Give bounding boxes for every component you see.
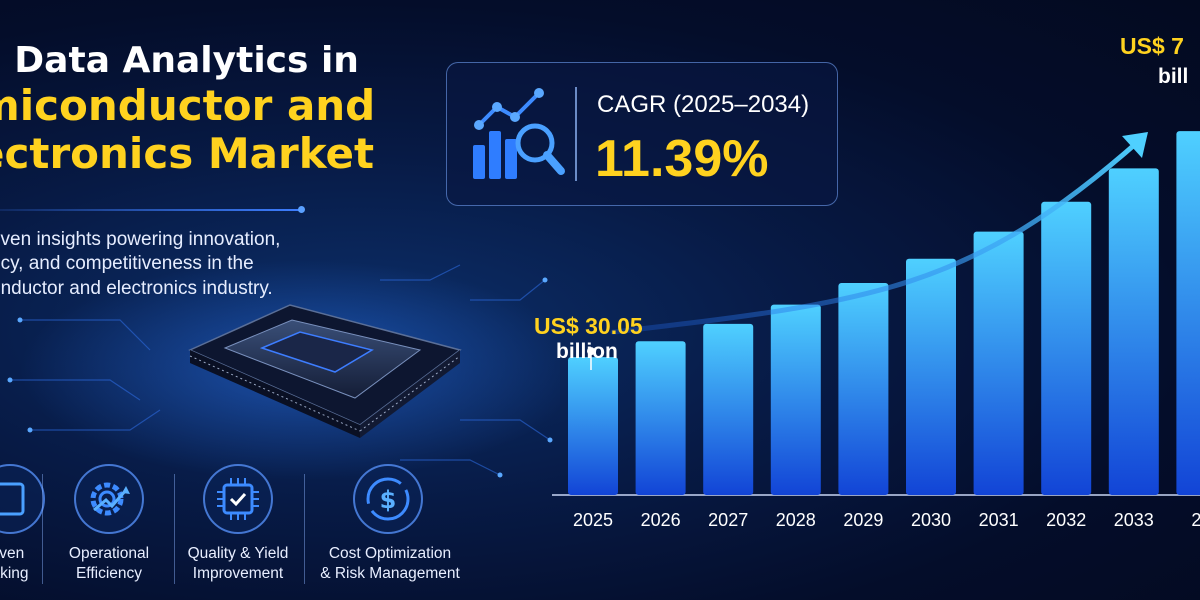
dollar-cycle-icon: $ [353, 464, 423, 534]
end-value-label: US$ 7 [1120, 33, 1184, 59]
chip-check-icon [203, 464, 273, 534]
title-line-3: ectronics Market [0, 129, 375, 179]
x-tick-label: 2030 [911, 510, 951, 530]
cagr-card: CAGR (2025–2034) 11.39% [446, 62, 838, 206]
benefit-1-line-2: aking [0, 565, 29, 583]
x-tick-label: 2033 [1114, 510, 1154, 530]
subtitle-line-2: ncy, and competitiveness in the [0, 253, 254, 275]
benefit-3-line-2: Improvement [192, 565, 284, 583]
trend-arrow [610, 137, 1143, 335]
bar-2033 [1108, 168, 1159, 496]
bar-2027 [703, 323, 754, 495]
trend-arrow-head [1122, 132, 1148, 158]
chip-illustration [7, 260, 560, 480]
title-underline-dot [298, 206, 305, 213]
analytics-chart-icon [473, 88, 565, 179]
benefit-2-line-2: Efficiency [75, 565, 143, 583]
x-tick-label: 2032 [1046, 510, 1086, 530]
x-tick-label: 20 [1191, 510, 1200, 530]
bar-2029 [838, 283, 889, 495]
x-tick-label: 2026 [641, 510, 681, 530]
end-unit-label: bill [1158, 65, 1189, 88]
start-unit-label: billion [556, 340, 618, 363]
bar-2031 [973, 231, 1024, 495]
bar-2026 [635, 341, 686, 495]
benefit-4-line-2: & Risk Management [320, 565, 460, 583]
bar-2030 [906, 258, 956, 495]
benefit-operational-efficiency: Operational Efficiency [39, 460, 179, 590]
bar-20 [1176, 131, 1200, 495]
benefit-divider [304, 474, 305, 584]
cagr-value: 11.39% [595, 130, 769, 188]
subtitle-line-1: riven insights powering innovation, [0, 229, 281, 250]
x-tick-label: 2028 [776, 510, 816, 530]
page-title: g Data Analytics in miconductor and ectr… [0, 40, 375, 179]
benefit-4-line-1: Cost Optimization [328, 545, 452, 562]
benefit-1-line-1: iven [0, 545, 25, 562]
benefit-3-line-1: Quality & Yield [187, 545, 289, 562]
cagr-divider [575, 87, 577, 181]
x-tick-label: 2031 [979, 510, 1019, 530]
benefit-divider [174, 474, 175, 584]
title-line-1: g Data Analytics in [0, 40, 359, 81]
benefit-2-line-1: Operational [68, 545, 150, 562]
subtitle: riven insights powering innovation, ncy,… [0, 228, 310, 301]
subtitle-line-3: onductor and electronics industry. [0, 277, 273, 299]
benefit-decision-making: iven aking [0, 460, 80, 590]
bar-2025 [568, 357, 618, 495]
x-tick-label: 2025 [573, 510, 613, 530]
x-tick-label: 2027 [708, 510, 748, 530]
title-underline [0, 209, 300, 211]
benefit-divider [42, 474, 43, 584]
benefit-quality-yield: Quality & Yield Improvement [168, 460, 308, 590]
cagr-label: CAGR (2025–2034) [597, 91, 810, 118]
benefits-row: iven aking Operational Efficiency [0, 460, 520, 600]
title-line-2: miconductor and [0, 80, 376, 130]
bar-2032 [1041, 201, 1092, 495]
gear-growth-icon [74, 464, 144, 534]
benefit-cost-risk: $ Cost Optimization & Risk Management [320, 460, 470, 590]
bar-2028 [770, 304, 821, 495]
svg-text:$: $ [380, 486, 397, 514]
start-marker-dot [587, 347, 595, 356]
start-value-label: US$ 30.05 [534, 313, 643, 339]
x-tick-label: 2029 [843, 510, 883, 530]
